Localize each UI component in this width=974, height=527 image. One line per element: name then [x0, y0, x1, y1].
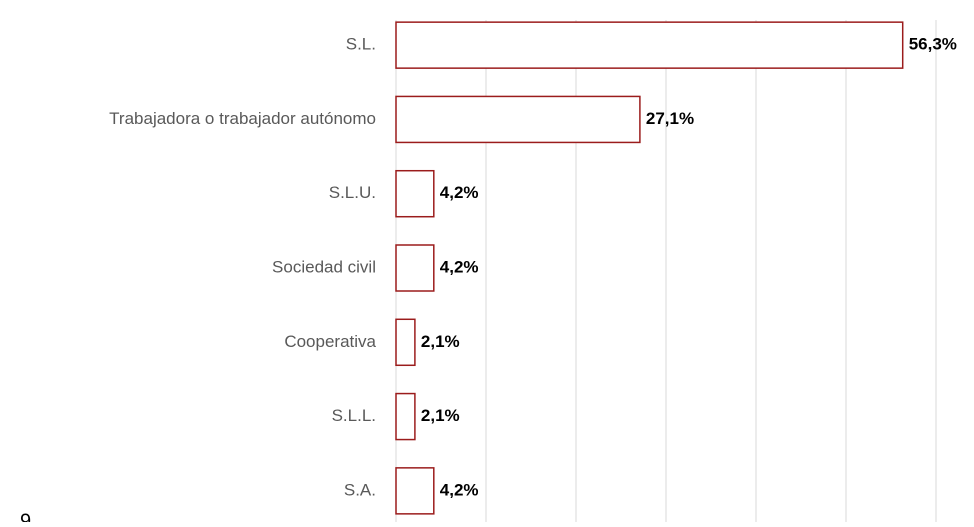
category-label: S.L. — [346, 35, 376, 54]
bar — [395, 467, 435, 515]
value-label: 2,1% — [421, 406, 460, 425]
bar — [395, 169, 435, 218]
bar — [395, 95, 641, 144]
value-label: 4,2% — [440, 480, 479, 499]
value-label: 4,2% — [440, 257, 479, 276]
value-label: 27,1% — [646, 109, 694, 128]
value-label: 4,2% — [440, 183, 479, 202]
category-label: Cooperativa — [284, 332, 376, 351]
value-label: 56,3% — [909, 35, 957, 54]
page-number: 9 — [20, 510, 31, 522]
value-label: 2,1% — [421, 332, 460, 351]
category-label: Trabajadora o trabajador autónomo — [109, 109, 376, 128]
category-label: Sociedad civil — [272, 257, 376, 276]
category-label: S.L.U. — [329, 183, 376, 202]
bar — [395, 392, 416, 441]
bar — [395, 318, 416, 367]
bar — [395, 21, 904, 69]
category-label: S.A. — [344, 480, 376, 499]
category-label: S.L.L. — [332, 406, 376, 425]
bar — [395, 244, 435, 292]
